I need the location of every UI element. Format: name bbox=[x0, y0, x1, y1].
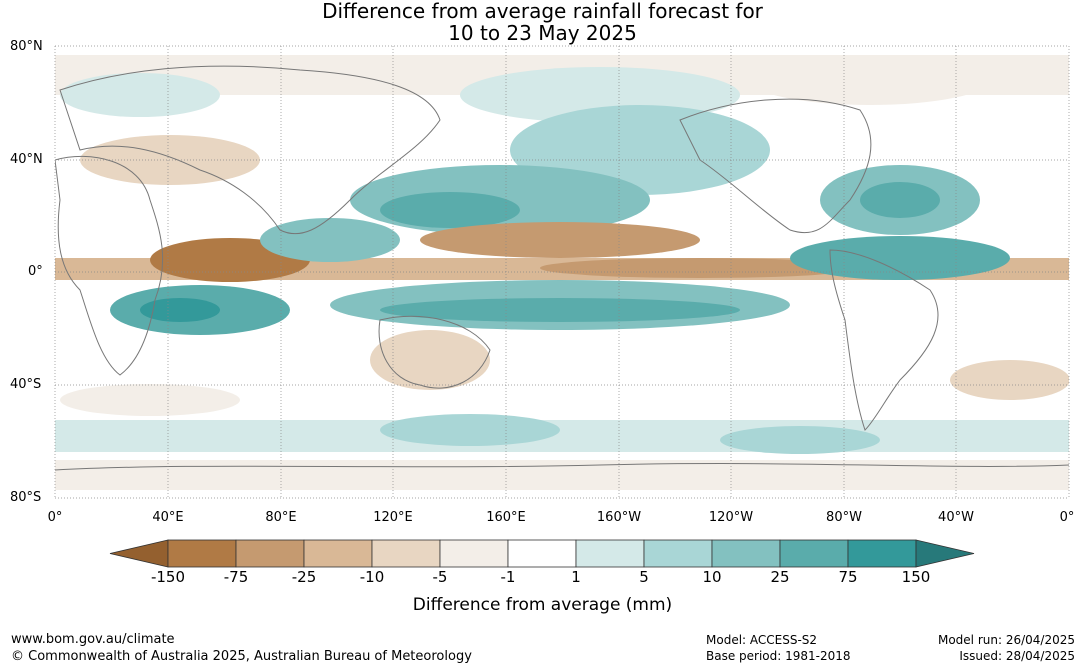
colorbar-swatch bbox=[235, 539, 305, 568]
wet-patch bbox=[60, 73, 220, 117]
colorbar-swatch bbox=[303, 539, 373, 568]
lat-label-0: 0° bbox=[28, 264, 43, 279]
colorbar-swatch bbox=[711, 539, 781, 568]
colorbar-tick-label: -75 bbox=[223, 568, 249, 586]
southern-wet-band bbox=[55, 420, 1069, 452]
colorbar-tick-label: 25 bbox=[770, 568, 790, 586]
dry-patch bbox=[750, 55, 990, 105]
lat-label-40n: 40°N bbox=[10, 152, 43, 167]
gridlines bbox=[54, 45, 1070, 499]
wet-patch bbox=[790, 236, 1010, 280]
colorbar-tick-label: 75 bbox=[838, 568, 858, 586]
colorbar-tick-label: -1 bbox=[500, 568, 516, 586]
footer-model: Model: ACCESS-S2 bbox=[706, 633, 818, 647]
wet-patch bbox=[260, 218, 400, 262]
lat-label-80s: 80°S bbox=[10, 490, 42, 505]
lon-label-120e: 120°E bbox=[373, 510, 413, 525]
lat-label-40s: 40°S bbox=[10, 377, 42, 392]
footer-model-run: Model run: 26/04/2025 bbox=[937, 633, 1075, 647]
colorbar-tick-label: 150 bbox=[901, 568, 931, 586]
colorbar-tick-label: -150 bbox=[150, 568, 186, 586]
coastlines bbox=[55, 65, 1069, 471]
lon-label-80e: 80°E bbox=[265, 510, 297, 525]
south-america-coast bbox=[829, 249, 939, 431]
footer-model-info: Model: ACCESS-S2 Base period: 1981-2018 bbox=[706, 632, 851, 664]
chart-title-line1: Difference from average rainfall forecas… bbox=[322, 0, 763, 23]
lon-label-120w: 120°W bbox=[708, 510, 754, 525]
dry-core bbox=[420, 222, 700, 258]
colorbar-swatch bbox=[779, 539, 849, 568]
north-america-coast bbox=[679, 98, 872, 234]
lon-label-40w: 40°W bbox=[938, 510, 974, 525]
eurasia-coast bbox=[59, 65, 441, 235]
colorbar-swatch bbox=[643, 539, 713, 568]
lon-label-40e: 40°E bbox=[152, 510, 184, 525]
africa-coast bbox=[55, 155, 164, 376]
colorbar-swatch bbox=[167, 539, 237, 568]
colorbar-tick-label: -25 bbox=[291, 568, 317, 586]
colorbar-swatch bbox=[575, 539, 645, 568]
legend-title: Difference from average (mm) bbox=[412, 595, 673, 615]
footer-left: www.bom.gov.au/climate © Commonwealth of… bbox=[11, 631, 472, 665]
dry-patch bbox=[370, 330, 490, 390]
colorbar-swatch bbox=[371, 539, 441, 568]
australia-coast bbox=[378, 315, 491, 389]
wet-patch bbox=[380, 414, 560, 446]
colorbar-tick-label: 1 bbox=[571, 568, 581, 586]
lat-label-80n: 80°N bbox=[10, 39, 43, 54]
colorbar-tick-label: 10 bbox=[702, 568, 722, 586]
wet-band-core bbox=[380, 298, 740, 322]
dry-core bbox=[540, 258, 860, 278]
footer-issued: Issued: 28/04/2025 bbox=[959, 649, 1075, 663]
lon-label-0-right: 0° bbox=[1059, 510, 1075, 525]
antarctica-coast bbox=[55, 463, 1069, 471]
footer-dates: Model run: 26/04/2025 Issued: 28/04/2025 bbox=[938, 632, 1075, 664]
colorbar-min-arrow bbox=[109, 539, 169, 568]
footer-copyright: © Commonwealth of Australia 2025, Austra… bbox=[11, 649, 472, 664]
dry-patch bbox=[60, 384, 240, 416]
wet-patch bbox=[380, 192, 520, 228]
colorbar-max-arrow bbox=[915, 539, 975, 568]
colorbar-swatch bbox=[847, 539, 917, 568]
footer-base-period: Base period: 1981-2018 bbox=[706, 649, 851, 663]
wet-patch bbox=[720, 426, 880, 454]
lon-label-160e: 160°E bbox=[486, 510, 526, 525]
colorbar-tick-label: 5 bbox=[639, 568, 649, 586]
lon-label-80w: 80°W bbox=[826, 510, 862, 525]
colorbar-tick-label: -10 bbox=[359, 568, 385, 586]
antarctic-dry-band bbox=[55, 460, 1069, 490]
dry-patch bbox=[950, 360, 1069, 400]
lon-label-0-left: 0° bbox=[47, 510, 63, 525]
lon-label-160w: 160°W bbox=[596, 510, 642, 525]
chart-title-line2: 10 to 23 May 2025 bbox=[448, 21, 637, 45]
colorbar-tick-label: -5 bbox=[432, 568, 448, 586]
colorbar-swatch bbox=[507, 539, 577, 568]
anomaly-fields bbox=[55, 55, 1069, 490]
colorbar-swatch bbox=[439, 539, 509, 568]
footer-url: www.bom.gov.au/climate bbox=[11, 632, 175, 647]
wet-core bbox=[140, 298, 220, 322]
wet-patch bbox=[860, 182, 940, 218]
